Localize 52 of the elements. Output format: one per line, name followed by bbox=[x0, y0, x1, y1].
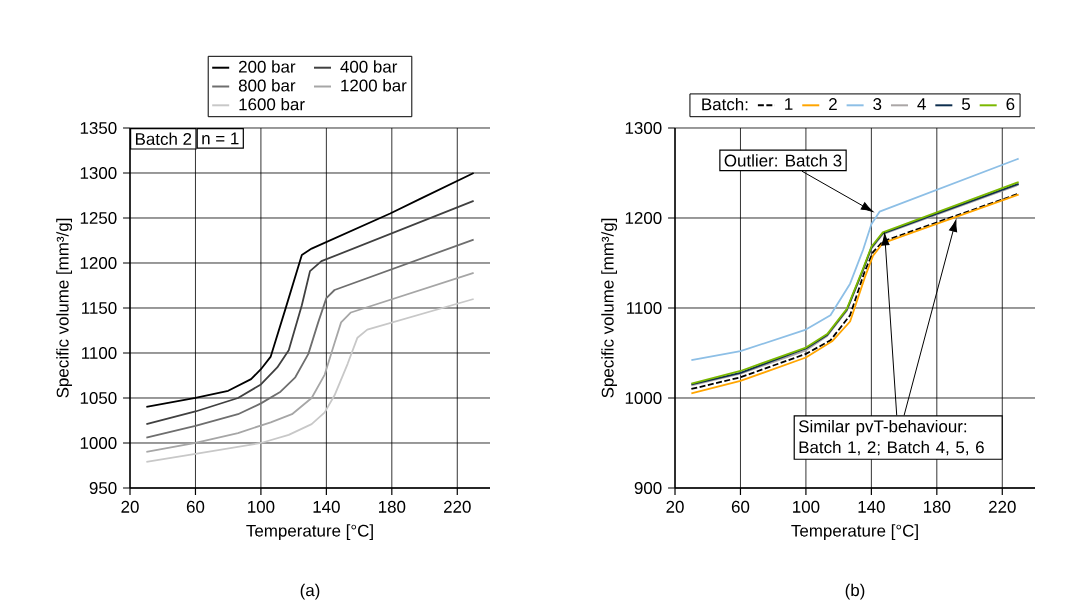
x-tick-label: 220 bbox=[444, 500, 471, 513]
legend-label: 3 bbox=[873, 98, 882, 111]
line-series bbox=[145, 298, 475, 463]
y-tick-label: 950 bbox=[89, 481, 117, 494]
annotation: Outlier: Batch 3 bbox=[724, 154, 842, 167]
x-tick-label: 100 bbox=[248, 500, 275, 513]
y-tick-label: 1200 bbox=[625, 211, 662, 224]
y-tick-label: 1250 bbox=[80, 211, 117, 224]
text: (a) bbox=[300, 583, 320, 600]
y-tick-label: 1300 bbox=[80, 166, 117, 179]
y-tick-label: 1150 bbox=[82, 301, 117, 314]
legend-label: 1 bbox=[785, 98, 793, 110]
x-tick-label: 100 bbox=[793, 500, 820, 513]
annotation: n = 1 bbox=[202, 132, 239, 145]
line-series bbox=[145, 199, 475, 425]
legend-label: 800 bar bbox=[238, 79, 296, 92]
text: (b) bbox=[845, 583, 865, 600]
y-tick-label: 1200 bbox=[80, 256, 117, 269]
legend-label: 2 bbox=[829, 98, 837, 110]
x-tick-label: 140 bbox=[858, 500, 885, 513]
annotation: Similar pvT-behaviour: Batch 1, 2; Batch 4, 5, 6 bbox=[798, 419, 984, 456]
legend-title: Batch: bbox=[702, 97, 748, 111]
y-tick-label: 1000 bbox=[625, 391, 662, 404]
x-tick-label: 220 bbox=[989, 500, 1016, 513]
legend-label: 1600 bar bbox=[239, 97, 305, 111]
annotation: Batch 2 bbox=[135, 132, 192, 146]
y-tick-label: 1300 bbox=[625, 121, 662, 134]
y-axis-title: Specific volume [mm³/g] bbox=[601, 218, 618, 398]
y-tick-label: 1100 bbox=[82, 346, 117, 359]
legend-label: 5 bbox=[961, 98, 970, 111]
legend-label: 200 bar bbox=[239, 60, 296, 73]
line-series bbox=[145, 238, 475, 439]
x-axis-title: Temperature [°C] bbox=[791, 524, 918, 541]
x-tick-label: 60 bbox=[186, 500, 205, 513]
y-tick-label: 1100 bbox=[627, 301, 662, 314]
legend-label: 400 bar bbox=[340, 60, 398, 73]
y-tick-label: 1000 bbox=[80, 436, 117, 449]
x-tick-label: 20 bbox=[666, 500, 684, 513]
line-series bbox=[145, 271, 475, 453]
y-tick-label: 1350 bbox=[80, 121, 117, 134]
legend-label: 6 bbox=[1006, 98, 1015, 111]
x-tick-label: 140 bbox=[313, 500, 340, 513]
x-tick-label: 20 bbox=[121, 500, 139, 513]
legend-label: 1200 bar bbox=[341, 79, 407, 92]
legend-label: 4 bbox=[917, 98, 926, 110]
x-tick-label: 180 bbox=[923, 500, 951, 513]
y-tick-label: 900 bbox=[634, 481, 662, 494]
x-axis-title: Temperature [°C] bbox=[246, 524, 373, 541]
y-axis-title: Specific volume [mm³/g] bbox=[56, 218, 73, 398]
x-tick-label: 180 bbox=[378, 500, 406, 513]
y-tick-label: 1050 bbox=[80, 391, 117, 404]
x-tick-label: 60 bbox=[731, 500, 750, 513]
